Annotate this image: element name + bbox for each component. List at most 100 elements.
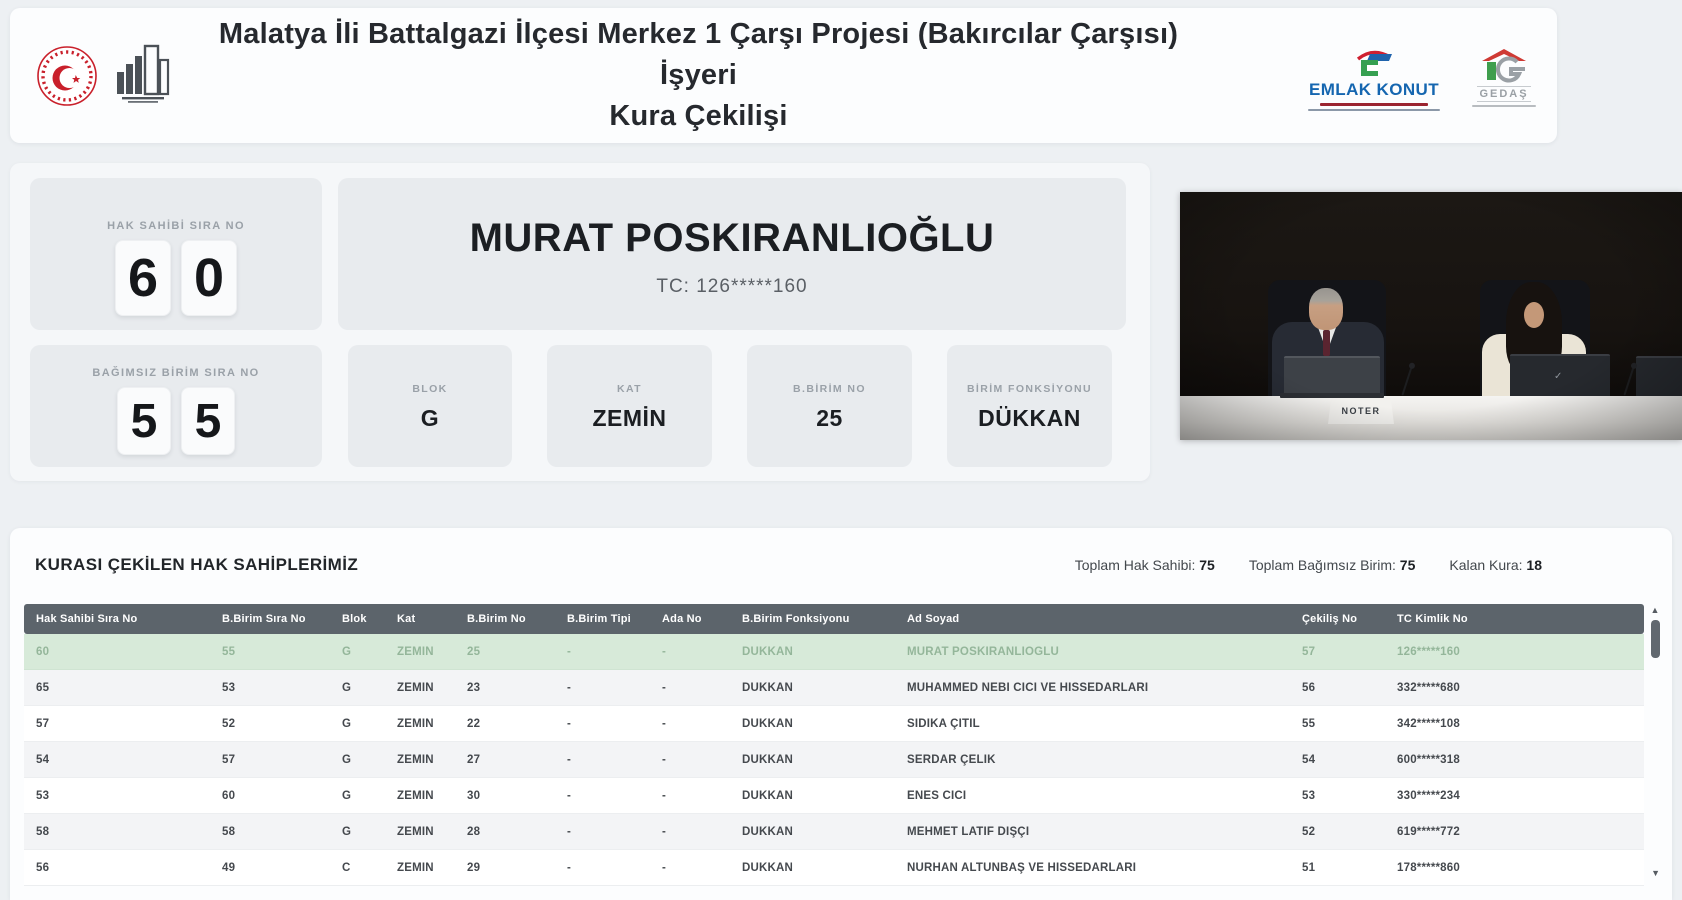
table-cell: 55 xyxy=(222,645,236,658)
scrollbar-thumb[interactable] xyxy=(1650,620,1660,658)
table-cell: - xyxy=(662,645,667,658)
winner-name: MURAT POSKIRANLIOĞLU xyxy=(469,216,995,260)
emlak-sub-line2 xyxy=(1308,109,1440,111)
digit-tile: 5 xyxy=(117,387,171,455)
column-header: B.Birim Fonksiyonu xyxy=(742,613,850,625)
laptop-logo-icon: ✓ xyxy=(1554,371,1563,382)
table-row: 54 57 G ZEMİN 27 - - DÜKKAN SERDAR ÇELİK 54 600***… xyxy=(24,742,1644,778)
right-logos: EMLAK KONUT GEDAŞ xyxy=(1305,46,1539,111)
table-cell: 178*****860 xyxy=(1397,861,1460,874)
woman-in-jacket xyxy=(1482,334,1586,400)
table-cell: 60 xyxy=(36,645,50,658)
table-cell: 57 xyxy=(36,717,50,730)
blok-box: BLOK G xyxy=(348,345,512,467)
table-cell: 52 xyxy=(222,717,236,730)
column-header: B.Birim Sıra No xyxy=(222,613,306,625)
bagimsiz-birim-sira-no-box: BAĞIMSIZ BİRİM SIRA NO 5 5 xyxy=(30,345,322,467)
table-cell: G xyxy=(342,789,352,802)
table-cell: - xyxy=(567,861,572,874)
table-cell: - xyxy=(662,789,667,802)
table-cell: ZEMİN xyxy=(397,645,434,658)
table-cell: MEHMET LATİF DİŞÇİ xyxy=(907,825,1030,838)
table-cell: SERDAR ÇELİK xyxy=(907,753,996,766)
table-cell: C xyxy=(342,861,351,874)
blok-label: BLOK xyxy=(412,383,448,395)
table-cell: - xyxy=(567,681,572,694)
table-cell: 54 xyxy=(1302,753,1316,766)
table-cell: 52 xyxy=(1302,825,1316,838)
table-cell: ZEMİN xyxy=(397,717,434,730)
laptop xyxy=(1510,354,1610,396)
birim-fonksiyonu-value: DÜKKAN xyxy=(978,405,1081,431)
table-cell: 29 xyxy=(467,861,481,874)
table-cell: 600*****318 xyxy=(1397,753,1460,766)
table-cell: G xyxy=(342,825,352,838)
table-cell: 56 xyxy=(1302,681,1316,694)
column-header: TC Kimlik No xyxy=(1397,613,1468,625)
man-head xyxy=(1309,288,1343,330)
table-cell: 53 xyxy=(222,681,236,694)
page-header: Malatya İli Battalgazi İlçesi Merkez 1 Ç… xyxy=(10,8,1557,143)
emlak-sub-line xyxy=(1320,103,1428,106)
table-cell: DÜKKAN xyxy=(742,789,794,802)
hak-sahibi-digits: 6 0 xyxy=(30,240,322,316)
table-cell: MURAT POSKIRANLIOĞLU xyxy=(907,645,1060,658)
table-cell: G xyxy=(342,645,352,658)
man-in-suit xyxy=(1272,322,1384,400)
digit-tile: 5 xyxy=(181,387,235,455)
column-header: Kat xyxy=(397,613,416,625)
ministry-building-icon xyxy=(116,42,170,109)
microphone-icon xyxy=(1401,366,1413,396)
table-cell: 57 xyxy=(222,753,236,766)
table-cell: G xyxy=(342,717,352,730)
column-header: Hak Sahibi Sıra No xyxy=(36,613,138,625)
results-card: KURASI ÇEKİLEN HAK SAHİPLERİMİZ Toplam H… xyxy=(10,528,1672,900)
table-cell: G xyxy=(342,681,352,694)
noter-placard: NOTER xyxy=(1328,398,1394,424)
column-header: B.Birim Tipi xyxy=(567,613,631,625)
birim-fonksiyonu-label: BİRİM FONKSİYONU xyxy=(966,383,1093,395)
table-cell: DÜKKAN xyxy=(742,717,794,730)
table-cell: ZEMİN xyxy=(397,861,434,874)
emlak-konut-label: EMLAK KONUT xyxy=(1309,80,1439,99)
table-cell: DÜKKAN xyxy=(742,861,794,874)
table-cell: 126*****160 xyxy=(1397,645,1460,658)
scrollbar-up-icon[interactable]: ▲ xyxy=(1650,605,1660,615)
table-cell: 332*****680 xyxy=(1397,681,1460,694)
government-emblem-icon xyxy=(37,45,97,106)
woman-face xyxy=(1524,302,1544,328)
table-cell: DÜKKAN xyxy=(742,753,794,766)
digit-tile: 0 xyxy=(181,240,237,316)
table-cell: 53 xyxy=(36,789,50,802)
table-scrollbar[interactable]: ▲ xyxy=(1648,604,1662,872)
table-cell: DÜKKAN xyxy=(742,825,794,838)
scrollbar-down-icon[interactable]: ▼ xyxy=(1651,868,1660,878)
birim-no-label: B.BİRİM NO xyxy=(793,383,866,395)
gedas-icon xyxy=(1482,49,1526,83)
table-row: 57 52 G ZEMİN 22 - - DÜKKAN SIDIKA ÇİTİL 55 342***… xyxy=(24,706,1644,742)
table-cell: 22 xyxy=(467,717,481,730)
table-cell: ENES CİCİ xyxy=(907,789,967,802)
chair xyxy=(1268,280,1386,400)
gedas-sub-line xyxy=(1472,105,1536,107)
table-cell: - xyxy=(567,645,572,658)
table-cell: 25 xyxy=(467,645,481,658)
table-cell: - xyxy=(662,681,667,694)
column-header: B.Birim No xyxy=(467,613,526,625)
shirt xyxy=(1316,322,1338,352)
table-cell: SIDIKA ÇİTİL xyxy=(907,717,980,730)
table-row: 65 53 G ZEMİN 23 - - DÜKKAN MUHAMMED NEBİ CİCİ V… xyxy=(24,670,1644,706)
laptop xyxy=(1636,356,1682,396)
conference-table xyxy=(1180,396,1682,440)
results-table-body: 60 55 G ZEMİN 25 - - DÜKKAN MURAT POSKIRANLIOĞLU… xyxy=(24,634,1644,886)
table-cell: ZEMİN xyxy=(397,753,434,766)
table-cell: NURHAN ALTUNBAŞ VE HİSSEDARLARI xyxy=(907,861,1137,874)
results-table-header: Hak Sahibi Sıra No B.Birim Sıra No Blok Kat… xyxy=(24,604,1644,634)
table-cell: 49 xyxy=(222,861,236,874)
table-cell: 330*****234 xyxy=(1397,789,1460,802)
total-item: Toplam Bağımsız Birim: 75 xyxy=(1248,557,1416,573)
woman-hair xyxy=(1506,282,1562,374)
noter-label: NOTER xyxy=(1341,406,1381,416)
live-video-feed: ✓ NOTER xyxy=(1180,192,1682,440)
